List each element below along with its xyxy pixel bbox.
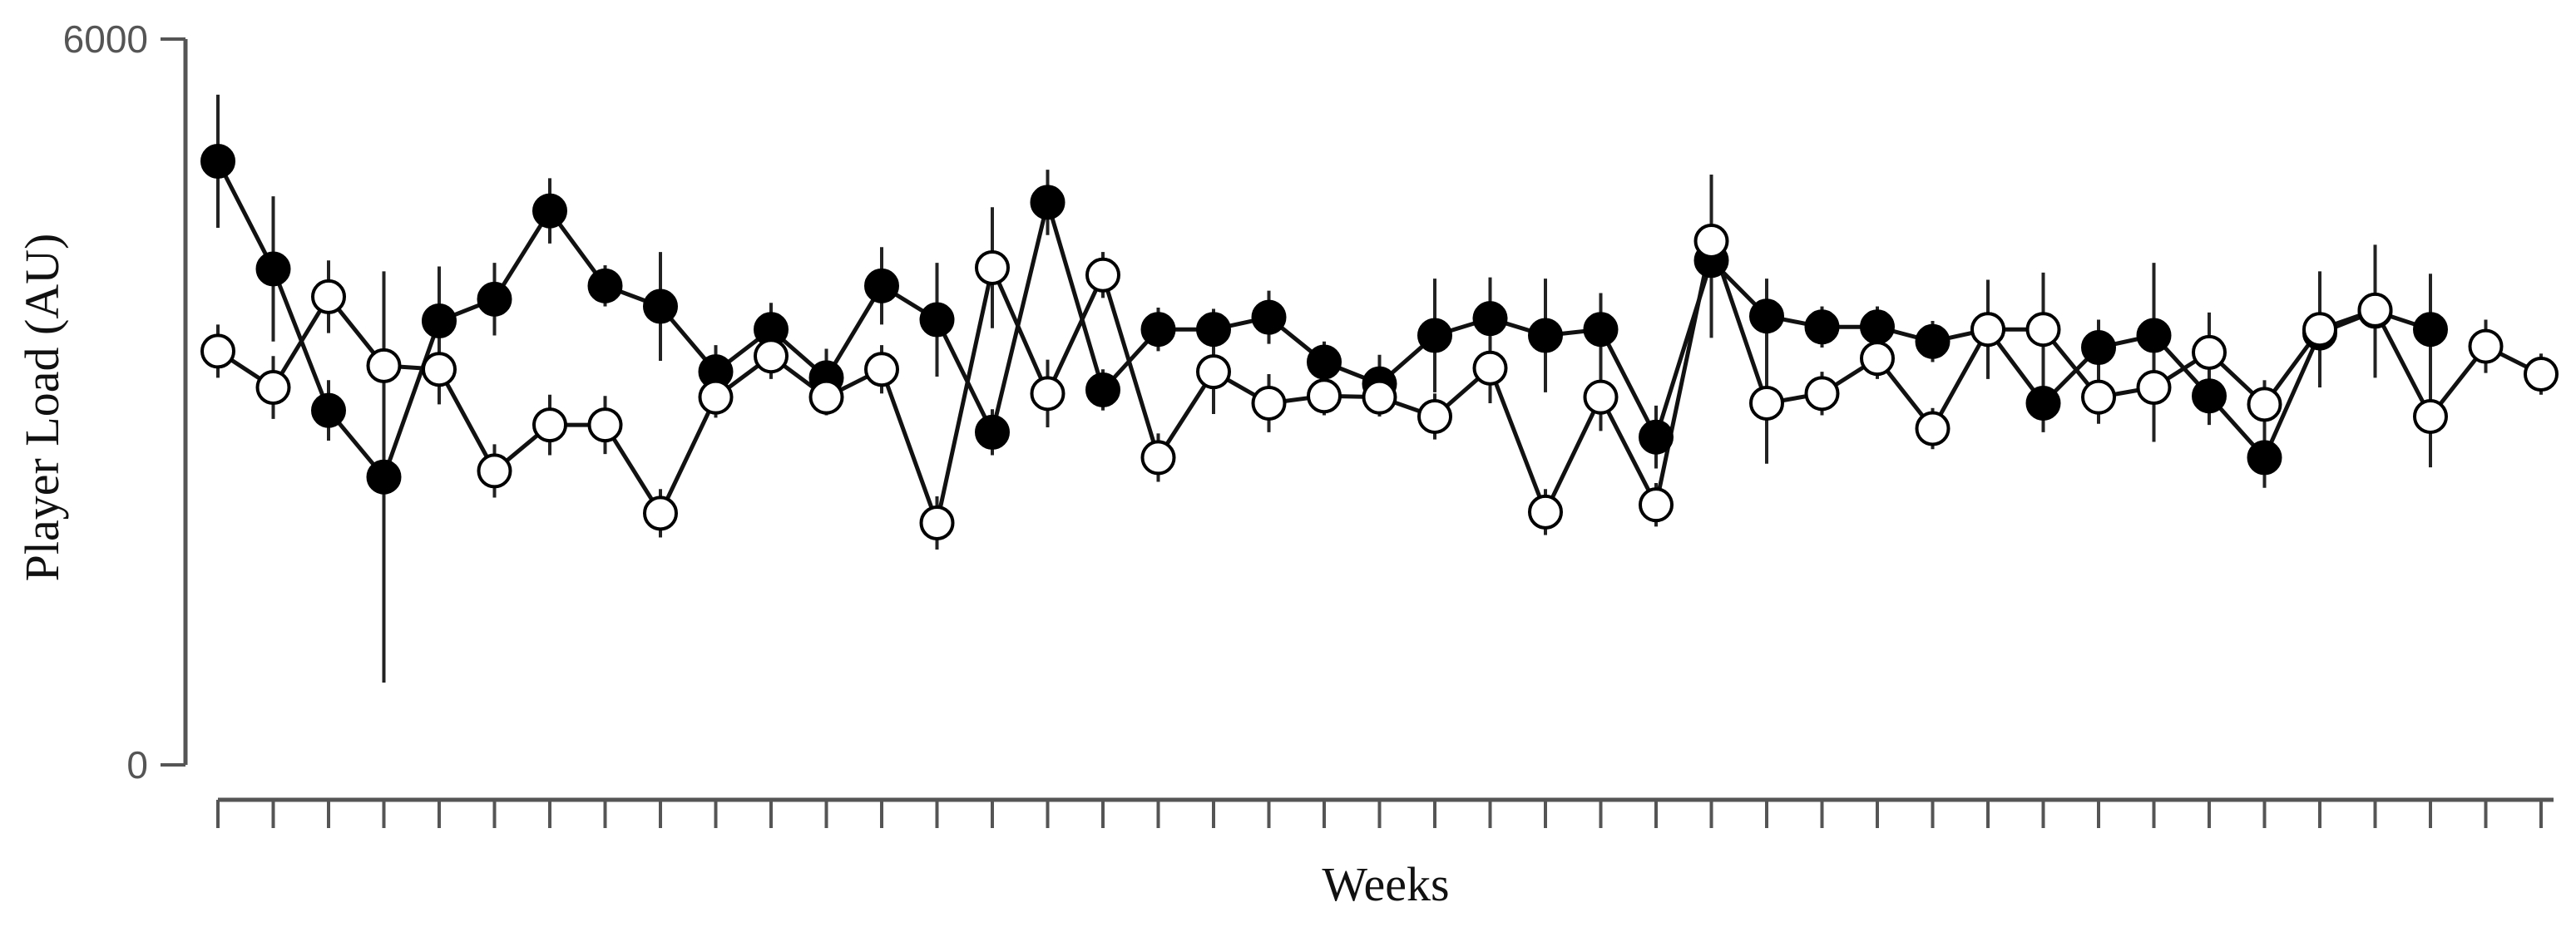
data-point-open — [1417, 398, 1452, 434]
data-points — [200, 143, 2559, 540]
data-point-filled — [532, 193, 567, 229]
data-point-filled — [2136, 318, 2172, 353]
y-tick-label-max: 6000 — [63, 17, 148, 61]
data-point-open — [1528, 494, 1563, 530]
data-point-open — [643, 496, 678, 531]
data-point-filled — [200, 143, 235, 179]
data-point-open — [1583, 379, 1619, 415]
data-point-open — [1251, 385, 1287, 421]
data-point-open — [532, 407, 567, 443]
data-point-filled — [1860, 309, 1895, 345]
data-point-open — [808, 379, 844, 415]
data-point-filled — [1639, 419, 1674, 455]
data-point-open — [2247, 387, 2282, 422]
data-point-open — [200, 333, 235, 369]
data-point-open — [1639, 487, 1674, 523]
data-point-open — [698, 379, 734, 415]
data-point-open — [311, 279, 346, 314]
data-point-open — [1915, 411, 1951, 446]
plot-area — [200, 94, 2559, 683]
data-point-filled — [2192, 378, 2227, 414]
x-axis-title: Weeks — [1322, 857, 1449, 911]
data-point-filled — [1085, 372, 1120, 407]
data-point-filled — [2247, 440, 2282, 476]
y-tick-label-zero: 0 — [126, 743, 148, 786]
data-point-filled — [422, 303, 457, 339]
data-point-open — [1749, 385, 1784, 421]
data-point-open — [1970, 312, 2005, 348]
data-point-open — [1693, 223, 1729, 259]
data-point-open — [1085, 257, 1120, 293]
data-point-open — [1196, 354, 1231, 390]
data-point-filled — [477, 281, 512, 317]
data-point-filled — [366, 459, 402, 495]
data-point-filled — [2413, 312, 2448, 348]
data-point-filled — [587, 268, 623, 303]
data-point-open — [1307, 378, 1342, 414]
data-point-filled — [1251, 299, 1287, 335]
data-point-open — [366, 348, 402, 383]
data-point-filled — [311, 392, 346, 428]
data-point-open — [1030, 376, 1066, 412]
data-point-open — [477, 453, 512, 489]
data-point-open — [255, 370, 291, 406]
data-point-open — [2357, 292, 2393, 328]
data-point-filled — [643, 288, 678, 324]
data-point-filled — [255, 251, 291, 287]
data-point-open — [864, 352, 899, 387]
data-point-open — [754, 338, 789, 374]
data-point-filled — [1307, 344, 1342, 380]
data-point-filled — [2025, 385, 2061, 421]
data-point-open — [1362, 379, 1397, 415]
data-point-filled — [1140, 312, 1176, 348]
data-point-open — [2302, 312, 2337, 348]
data-point-open — [1140, 440, 1176, 476]
data-point-filled — [1749, 298, 1784, 334]
data-point-filled — [864, 268, 899, 303]
data-point-filled — [1472, 301, 1508, 337]
data-point-filled — [1915, 323, 1951, 359]
y-axis: 6000 0 Player Load (AU) — [15, 17, 188, 786]
data-point-open — [587, 407, 623, 443]
data-point-filled — [1030, 185, 1066, 220]
data-point-open — [2025, 312, 2061, 348]
data-point-filled — [1417, 318, 1452, 353]
data-point-filled — [975, 414, 1010, 450]
data-point-open — [2136, 370, 2172, 406]
data-point-open — [2524, 357, 2559, 392]
x-axis: Weeks — [216, 797, 2554, 911]
data-point-filled — [1804, 309, 1840, 345]
data-point-open — [2413, 398, 2448, 434]
y-axis-title: Player Load (AU) — [15, 234, 69, 582]
data-point-open — [1860, 341, 1895, 377]
data-point-open — [1472, 350, 1508, 386]
data-point-open — [2468, 328, 2504, 364]
data-point-filled — [1196, 312, 1231, 348]
data-point-open — [919, 505, 955, 540]
data-point-filled — [1583, 312, 1619, 348]
data-point-open — [422, 352, 457, 387]
data-point-filled — [919, 302, 955, 338]
data-point-filled — [1528, 318, 1563, 353]
data-point-filled — [2081, 330, 2116, 366]
data-point-open — [1804, 376, 1840, 412]
x-ticks — [216, 800, 2543, 828]
data-point-open — [2192, 334, 2227, 370]
data-point-open — [2081, 379, 2116, 415]
data-point-open — [975, 249, 1010, 285]
